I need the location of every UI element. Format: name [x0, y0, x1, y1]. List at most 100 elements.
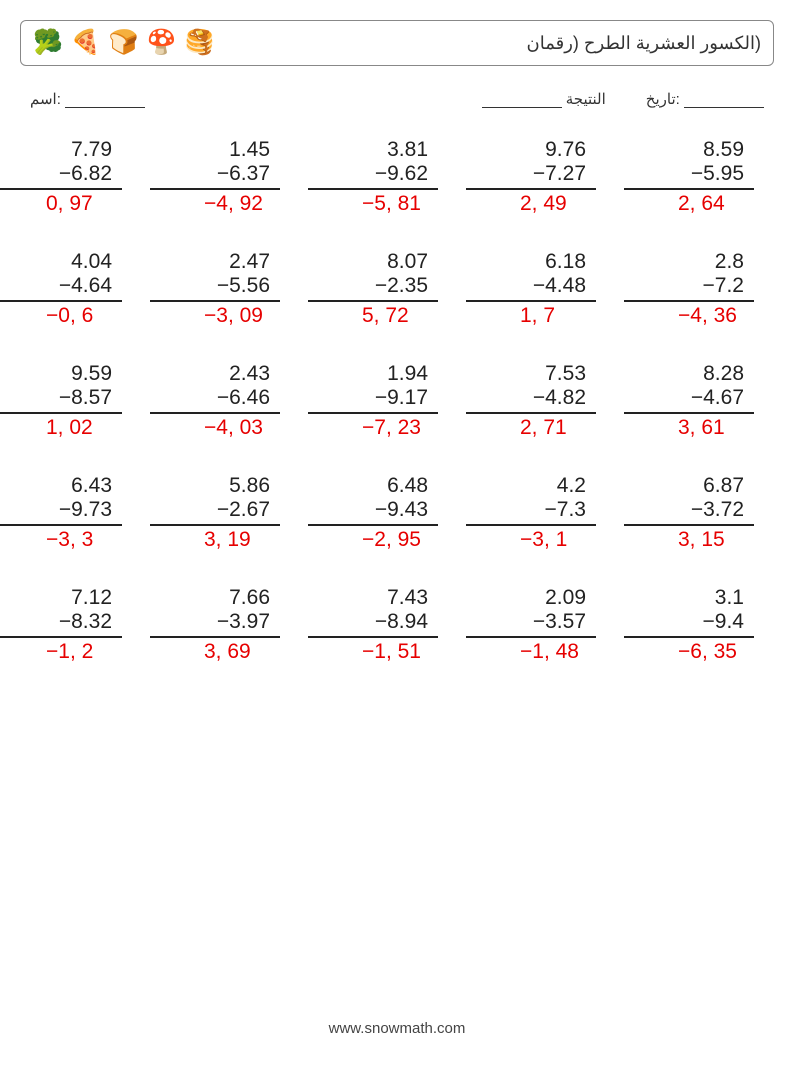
minuend: 3.81 — [308, 138, 438, 162]
date-blank — [684, 93, 764, 108]
subtrahend: −7.27 — [466, 162, 596, 190]
minuend: 6.43 — [0, 474, 122, 498]
problem-row: 9.59−8.571, 022.43−6.46−4, 031.94−9.17−7… — [0, 362, 794, 440]
problems-grid: 7.79−6.820, 971.45−6.37−4, 923.81−9.62−5… — [0, 138, 794, 664]
header-icons: 🥦 🍕 🍞 🍄 🥞 — [33, 31, 214, 55]
subtrahend: −5.56 — [150, 274, 280, 302]
subtrahend: −7.2 — [624, 274, 754, 302]
answer: 3, 15 — [624, 526, 782, 552]
subtrahend: −2.35 — [308, 274, 438, 302]
subtrahend: −5.95 — [624, 162, 754, 190]
subtraction-problem: 2.8−7.2−4, 36 — [624, 250, 782, 328]
subtrahend: −9.17 — [308, 386, 438, 414]
date-label: تاريخ: — [646, 90, 764, 108]
answer: −3, 1 — [466, 526, 624, 552]
minuend: 2.09 — [466, 586, 596, 610]
minuend: 4.2 — [466, 474, 596, 498]
subtraction-problem: 9.59−8.571, 02 — [0, 362, 150, 440]
minuend: 1.45 — [150, 138, 280, 162]
minuend: 2.43 — [150, 362, 280, 386]
name-blank — [65, 93, 145, 108]
subtrahend: −9.73 — [0, 498, 122, 526]
subtrahend: −4.64 — [0, 274, 122, 302]
problem-row: 4.04−4.64−0, 62.47−5.56−3, 098.07−2.355,… — [0, 250, 794, 328]
minuend: 2.8 — [624, 250, 754, 274]
subtrahend: −8.94 — [308, 610, 438, 638]
minuend: 5.86 — [150, 474, 280, 498]
subtraction-problem: 7.12−8.32−1, 2 — [0, 586, 150, 664]
subtraction-problem: 2.47−5.56−3, 09 — [150, 250, 308, 328]
subtraction-problem: 2.09−3.57−1, 48 — [466, 586, 624, 664]
answer: −0, 6 — [0, 302, 150, 328]
answer: 2, 71 — [466, 414, 624, 440]
minuend: 7.53 — [466, 362, 596, 386]
answer: 3, 61 — [624, 414, 782, 440]
minuend: 2.47 — [150, 250, 280, 274]
subtrahend: −8.32 — [0, 610, 122, 638]
minuend: 6.87 — [624, 474, 754, 498]
subtraction-problem: 2.43−6.46−4, 03 — [150, 362, 308, 440]
subtraction-problem: 6.87−3.723, 15 — [624, 474, 782, 552]
answer: −4, 92 — [150, 190, 308, 216]
subtrahend: −9.43 — [308, 498, 438, 526]
answer: −2, 95 — [308, 526, 466, 552]
minuend: 7.43 — [308, 586, 438, 610]
subtraction-problem: 1.45−6.37−4, 92 — [150, 138, 308, 216]
subtraction-problem: 9.76−7.272, 49 — [466, 138, 624, 216]
subtraction-problem: 4.2−7.3−3, 1 — [466, 474, 624, 552]
subtraction-problem: 3.1−9.4−6, 35 — [624, 586, 782, 664]
subtrahend: −4.82 — [466, 386, 596, 414]
answer: 1, 7 — [466, 302, 624, 328]
subtraction-problem: 7.66−3.973, 69 — [150, 586, 308, 664]
answer: −1, 51 — [308, 638, 466, 664]
answer: 2, 49 — [466, 190, 624, 216]
minuend: 4.04 — [0, 250, 122, 274]
subtraction-problem: 7.79−6.820, 97 — [0, 138, 150, 216]
subtrahend: −6.46 — [150, 386, 280, 414]
minuend: 9.59 — [0, 362, 122, 386]
answer: −6, 35 — [624, 638, 782, 664]
subtrahend: −8.57 — [0, 386, 122, 414]
minuend: 8.28 — [624, 362, 754, 386]
page-title: (الكسور العشرية الطرح (رقمان — [527, 33, 762, 54]
subtrahend: −6.37 — [150, 162, 280, 190]
subtraction-problem: 6.18−4.481, 7 — [466, 250, 624, 328]
info-row: اسم: النتيجة تاريخ: — [30, 90, 764, 108]
score-blank — [482, 93, 562, 108]
minuend: 7.79 — [0, 138, 122, 162]
answer: −1, 2 — [0, 638, 150, 664]
minuend: 6.48 — [308, 474, 438, 498]
subtrahend: −4.48 — [466, 274, 596, 302]
answer: −3, 3 — [0, 526, 150, 552]
subtraction-problem: 1.94−9.17−7, 23 — [308, 362, 466, 440]
subtraction-problem: 8.07−2.355, 72 — [308, 250, 466, 328]
minuend: 3.1 — [624, 586, 754, 610]
subtrahend: −3.57 — [466, 610, 596, 638]
answer: −4, 36 — [624, 302, 782, 328]
problem-row: 6.43−9.73−3, 35.86−2.673, 196.48−9.43−2,… — [0, 474, 794, 552]
subtraction-problem: 4.04−4.64−0, 6 — [0, 250, 150, 328]
subtrahend: −9.62 — [308, 162, 438, 190]
problem-row: 7.12−8.32−1, 27.66−3.973, 697.43−8.94−1,… — [0, 586, 794, 664]
mushroom-icon: 🍄 — [147, 31, 177, 55]
subtraction-problem: 3.81−9.62−5, 81 — [308, 138, 466, 216]
answer: −1, 48 — [466, 638, 624, 664]
subtraction-problem: 6.43−9.73−3, 3 — [0, 474, 150, 552]
answer: 3, 69 — [150, 638, 308, 664]
answer: −4, 03 — [150, 414, 308, 440]
answer: 3, 19 — [150, 526, 308, 552]
answer: 1, 02 — [0, 414, 150, 440]
footer-url: www.snowmath.com — [0, 1020, 794, 1037]
subtrahend: −7.3 — [466, 498, 596, 526]
minuend: 9.76 — [466, 138, 596, 162]
header-bar: 🥦 🍕 🍞 🍄 🥞 (الكسور العشرية الطرح (رقمان — [20, 20, 774, 66]
minuend: 1.94 — [308, 362, 438, 386]
answer: −3, 09 — [150, 302, 308, 328]
subtrahend: −9.4 — [624, 610, 754, 638]
broccoli-icon: 🥦 — [33, 31, 63, 55]
subtrahend: −3.72 — [624, 498, 754, 526]
pizza-icon: 🍕 — [71, 31, 101, 55]
answer: 0, 97 — [0, 190, 150, 216]
minuend: 7.66 — [150, 586, 280, 610]
subtrahend: −6.82 — [0, 162, 122, 190]
